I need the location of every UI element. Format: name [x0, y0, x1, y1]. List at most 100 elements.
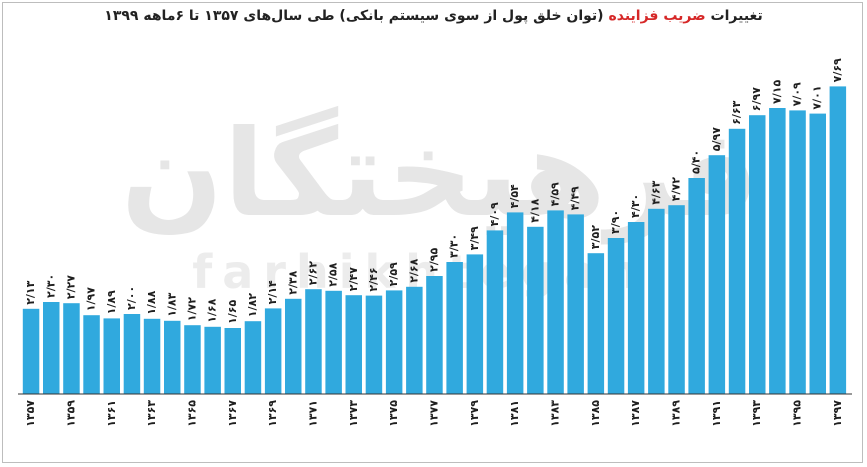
- x-tick-label: ۱۳۹۱: [710, 400, 723, 427]
- x-tick-label: ۱۳۶۳: [145, 400, 158, 427]
- bar-value-label: ۳/۵۲: [589, 225, 602, 249]
- x-tick-label: ۱۳۸۹: [670, 400, 683, 427]
- bar: [143, 318, 161, 394]
- bar-value-label: ۴/۴۹: [569, 186, 582, 210]
- bar-value-label: ۱/۸۸: [145, 290, 158, 314]
- bar: [446, 262, 463, 394]
- x-tick-label: ۱۳۶۷: [226, 400, 239, 427]
- x-tick-label: ۱۳۹۳: [750, 400, 763, 427]
- bar-value-label: ۵/۴۰: [690, 150, 703, 174]
- bar-value-label: ۳/۴۹: [468, 226, 481, 250]
- bar: [466, 254, 484, 394]
- bar: [22, 308, 40, 394]
- bar: [547, 210, 564, 394]
- title-part-1: تغییرات: [705, 8, 763, 24]
- bars: [22, 86, 847, 395]
- bar: [123, 314, 141, 394]
- bar-value-label: ۲/۲۷: [64, 275, 77, 299]
- bar: [164, 320, 181, 394]
- bar: [264, 308, 282, 394]
- x-tick-label: ۱۳۶۹: [266, 400, 279, 427]
- bar: [365, 295, 383, 394]
- bar: [607, 238, 625, 394]
- x-tick-label: ۱۳۸۳: [549, 400, 562, 427]
- bar-value-label: ۲/۵۹: [387, 262, 400, 286]
- bar: [648, 208, 665, 394]
- bar: [728, 128, 746, 395]
- bar: [587, 253, 605, 394]
- x-tick-label: ۱۳۶۵: [186, 400, 199, 427]
- x-tick-label: ۱۳۹۷: [831, 400, 844, 427]
- bar-value-label: ۵/۹۷: [710, 127, 723, 151]
- x-tick-label: ۱۳۷۳: [347, 400, 360, 427]
- bar: [829, 86, 847, 395]
- bar-value-label: ۱/۸۲: [246, 293, 259, 317]
- bar: [305, 289, 322, 394]
- bar-value-label: ۲/۰۰: [125, 286, 138, 310]
- bar-value-label: ۴/۳۰: [629, 194, 642, 218]
- bar: [63, 303, 80, 394]
- bar-value-label: ۲/۱۳: [24, 280, 37, 304]
- x-tick-label: ۱۳۷۷: [428, 400, 441, 427]
- bar: [325, 290, 342, 394]
- bar: [204, 326, 221, 394]
- bar: [43, 302, 60, 394]
- bar-value-labels: ۲/۱۳ ۲/۳۰ ۲/۲۷ ۱/۹۷ ۱/۸۹ ۲/۰۰ ۱/۸۸ ۱/۸۳ ۱/۷۲ ۱/۶۸…: [24, 58, 844, 324]
- x-tick-label: ۱۳۸۷: [629, 400, 642, 427]
- bar: [789, 110, 806, 395]
- bar: [244, 321, 262, 394]
- x-tick-label: ۱۳۸۱: [508, 400, 521, 427]
- bar-value-label: ۳/۹۰: [609, 210, 622, 234]
- bar: [769, 108, 786, 394]
- bar-value-label: ۱/۷۲: [186, 297, 199, 321]
- bar: [749, 115, 766, 394]
- bar-value-label: ۱/۶۵: [226, 300, 239, 324]
- bar-value-label: ۱/۸۹: [105, 290, 118, 314]
- bar-value-label: ۷/۱۵: [770, 80, 783, 104]
- x-tick-label: ۱۳۷۵: [387, 400, 400, 427]
- bar: [506, 212, 524, 394]
- x-tick-label: ۱۳۸۵: [589, 400, 602, 427]
- bar-value-label: ۳/۳۰: [448, 234, 461, 258]
- x-tick-label: ۱۳۷۹: [468, 400, 481, 427]
- bar-value-label: ۷/۰۹: [791, 82, 804, 106]
- x-axis-tick-labels: ۱۳۵۷ ۱۳۵۹ ۱۳۶۱ ۱۳۶۳ ۱۳۶۵ ۱۳۶۷ ۱۳۶۹ ۱۳۷۱ ۱۳۷۳ ۱۳۷۵…: [24, 400, 844, 427]
- bar: [385, 290, 403, 394]
- bar-value-label: ۱/۶۸: [206, 298, 219, 322]
- bar: [668, 205, 685, 394]
- bar: [224, 328, 241, 394]
- bar-value-label: ۱/۹۷: [85, 287, 98, 311]
- x-tick-label: ۱۳۵۷: [24, 400, 37, 427]
- bar: [708, 155, 726, 394]
- title-highlight: ضریب فزاینده: [608, 8, 706, 24]
- bar: [809, 113, 826, 394]
- bar-value-label: ۲/۳۰: [44, 274, 57, 298]
- bar-value-label: ۴/۶۳: [649, 180, 662, 204]
- bar-value-label: ۲/۳۸: [286, 270, 299, 294]
- x-tick-label: ۱۳۵۹: [64, 400, 77, 427]
- bar: [103, 318, 120, 394]
- x-tick-label: ۱۳۷۱: [307, 400, 320, 427]
- bar: [285, 298, 302, 394]
- bar: [627, 222, 645, 394]
- bar-value-label: ۴/۷۲: [670, 177, 683, 201]
- bar-value-label: ۴/۰۹: [488, 202, 501, 226]
- bar: [83, 315, 100, 394]
- x-tick-label: ۱۳۹۵: [791, 400, 804, 427]
- bar-value-label: ۲/۱۴: [266, 280, 279, 304]
- bar: [184, 325, 201, 394]
- x-tick-label: ۱۳۶۱: [105, 400, 118, 427]
- bar-value-label: ۴/۱۸: [528, 198, 541, 222]
- title-part-2: (توان خلق پول از سوی سیستم بانکی) طی سال…: [104, 8, 609, 24]
- bar: [406, 286, 423, 394]
- bar-value-label: ۷/۰۱: [811, 85, 824, 109]
- bar: [345, 295, 362, 394]
- bar-value-label: ۶/۹۷: [750, 87, 763, 111]
- bar-value-label: ۷/۶۹: [831, 58, 844, 82]
- chart-title: تغییرات ضریب فزاینده (توان خلق پول از سو…: [0, 8, 867, 24]
- bar-value-label: ۲/۶۲: [307, 261, 320, 285]
- bar-value-label: ۲/۴۶: [367, 267, 380, 291]
- bar: [527, 226, 544, 394]
